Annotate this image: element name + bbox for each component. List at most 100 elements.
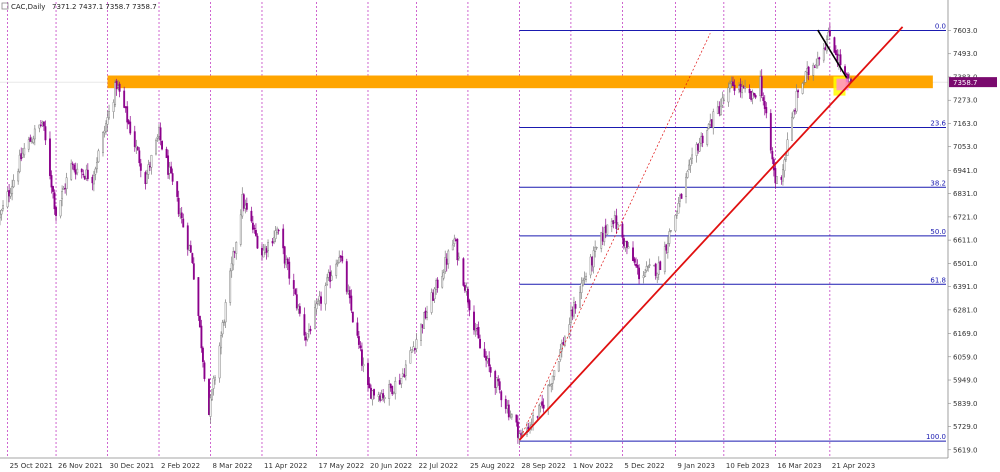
candle-body (635, 263, 637, 267)
y-tick-label: 5949.0 (953, 377, 978, 385)
candle-body (220, 335, 223, 349)
candle-body (569, 310, 572, 323)
candle-body (320, 296, 322, 304)
y-tick-label: 6611.0 (953, 237, 978, 245)
candle-body (245, 203, 248, 210)
candle-body (754, 95, 757, 98)
candle-body (414, 348, 416, 350)
candle-body (326, 277, 329, 285)
candle-body (603, 227, 606, 243)
y-tick-label: 7493.0 (953, 50, 978, 58)
candle-body (388, 384, 391, 399)
candle-body (613, 215, 616, 223)
candle-body (488, 358, 491, 367)
descending-trend-line[interactable] (817, 29, 848, 79)
candle-body (838, 55, 840, 63)
candle-body (341, 256, 344, 262)
candle-body (147, 164, 150, 175)
trend-lines[interactable] (518, 26, 904, 441)
highlight-box-pink[interactable] (836, 78, 849, 91)
candle-body (383, 397, 386, 400)
candle-body (6, 191, 9, 208)
candle-body (298, 306, 301, 314)
resistance-zone-layer[interactable] (107, 75, 933, 89)
candle-body (595, 247, 598, 249)
candle-body (350, 295, 353, 311)
candle-body (409, 350, 412, 364)
candle-body (180, 212, 183, 219)
candle-body (244, 204, 247, 209)
candle-body (2, 205, 4, 210)
candle-body (233, 251, 236, 253)
candle-body (786, 139, 789, 156)
candle-body (653, 264, 656, 267)
candle-body (102, 132, 104, 154)
candle-body (76, 168, 79, 174)
candle-body (812, 64, 815, 76)
candle-body (277, 229, 280, 232)
candle-body (370, 387, 372, 399)
candle-body (309, 328, 312, 332)
dotted-fib-anchor-line[interactable] (519, 33, 711, 441)
candle-body (707, 124, 710, 129)
candle-body (479, 338, 481, 349)
x-tick-label: 9 Jan 2023 (677, 462, 715, 470)
ohlc-readout: 7371.2 7437.1 7358.7 7358.7 (52, 3, 157, 11)
candle-body (759, 76, 762, 97)
candle-body (9, 193, 12, 197)
candle-body (62, 188, 65, 190)
candle-body (127, 120, 130, 124)
candle-body (41, 121, 44, 124)
candle-body (741, 86, 743, 94)
candle-body (294, 289, 297, 295)
candle-body (214, 377, 216, 381)
candle-body (398, 380, 401, 385)
x-tick-label: 5 Dec 2022 (624, 462, 664, 470)
candle-body (430, 292, 433, 313)
candle-body (669, 230, 672, 232)
candle-body (532, 415, 534, 426)
candle-body (839, 54, 842, 66)
candle-body (594, 246, 597, 252)
fibonacci-levels[interactable]: 0.0 23.6 38.2 50.0 61.8 100.0 (519, 22, 947, 442)
resistance-zone[interactable] (107, 75, 933, 89)
collapse-icon[interactable] (1, 2, 9, 10)
candle-body (691, 154, 694, 159)
candle-body (30, 141, 33, 144)
candle-body (242, 194, 245, 209)
candle-body (621, 223, 624, 238)
candle-body (97, 150, 100, 163)
candle-body (232, 251, 235, 266)
x-tick-label: 16 Mar 2023 (777, 462, 821, 470)
candle-body (108, 111, 110, 119)
candle-body (548, 384, 551, 386)
candle-body (348, 290, 351, 299)
candle-body (542, 404, 545, 409)
candle-body (42, 121, 45, 127)
y-tick-label: 6059.0 (953, 353, 978, 361)
candle-body (451, 244, 454, 251)
candle-body (115, 80, 118, 90)
candle-body (191, 253, 194, 263)
candle-body (412, 346, 415, 352)
candle-body (753, 92, 756, 96)
candle-body (742, 86, 745, 89)
candle-body (371, 390, 374, 400)
candle-body (465, 287, 468, 292)
candle-body (211, 389, 213, 400)
last-price-tag[interactable] (949, 77, 997, 88)
candle-body (17, 171, 20, 182)
candle-body (457, 256, 460, 259)
candle-body (445, 258, 448, 265)
candle-body (497, 378, 500, 382)
candle-body (783, 159, 786, 171)
candle-body (401, 373, 404, 377)
ascending-trend-line[interactable] (518, 26, 904, 441)
candle-body (738, 85, 740, 91)
candle-body (489, 367, 492, 373)
candle-body (197, 277, 200, 316)
candle-body (559, 349, 562, 360)
